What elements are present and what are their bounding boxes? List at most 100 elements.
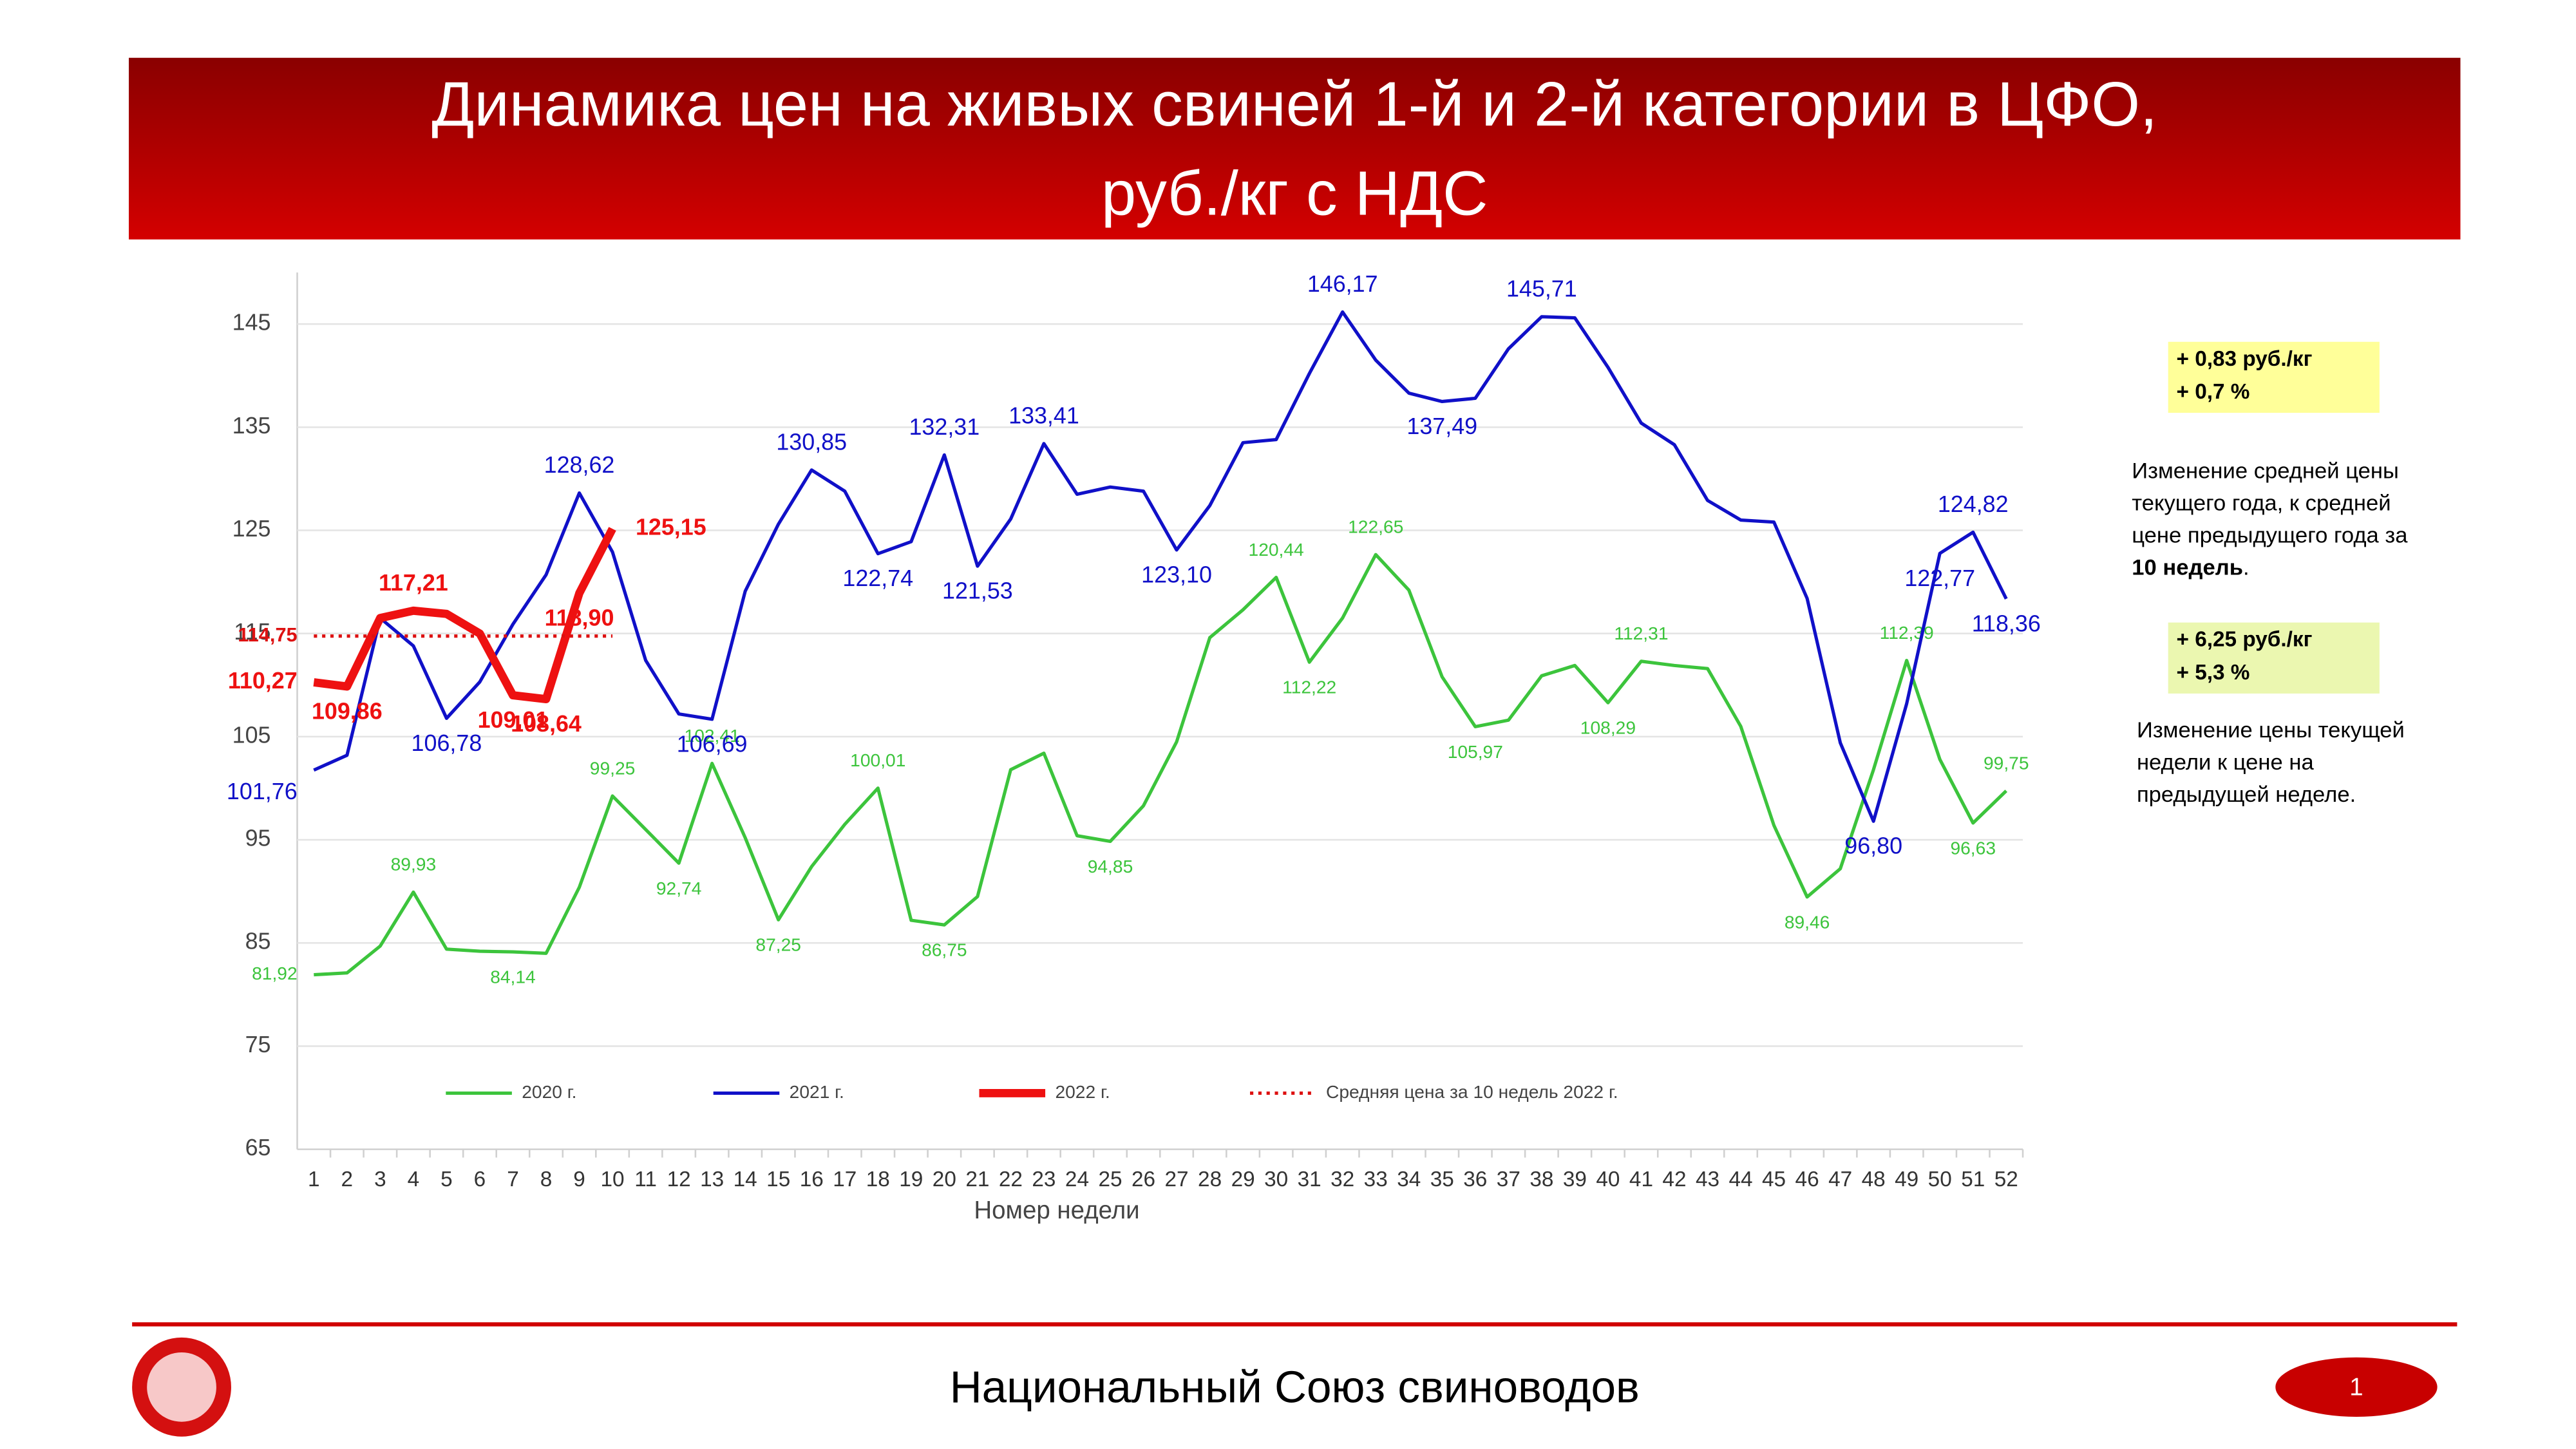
x-tick-label: 4 <box>408 1168 420 1191</box>
x-tick-label: 42 <box>1662 1168 1686 1191</box>
x-tick-label: 24 <box>1065 1168 1089 1191</box>
annotation-note: текущего года, к средней <box>2132 491 2391 515</box>
x-tick-label: 43 <box>1696 1168 1719 1191</box>
x-tick-label: 17 <box>833 1168 857 1191</box>
annotation-note: недели к цене на <box>2137 750 2315 775</box>
data-label: 114,75 <box>238 623 297 646</box>
data-label: 101,76 <box>227 779 298 804</box>
x-tick-label: 50 <box>1928 1168 1952 1191</box>
x-tick-label: 10 <box>601 1168 625 1191</box>
data-label: 87,25 <box>755 934 801 955</box>
data-label: 132,31 <box>909 414 980 440</box>
annotation-value: + 5,3 % <box>2176 661 2249 685</box>
x-tick-label: 27 <box>1165 1168 1189 1191</box>
annotation-note: предыдущей неделе. <box>2137 782 2356 807</box>
x-tick-label: 40 <box>1596 1168 1620 1191</box>
x-tick-label: 2 <box>341 1168 354 1191</box>
data-label: 92,74 <box>656 878 702 898</box>
y-tick-label: 125 <box>232 516 271 542</box>
annotation-note: 10 недель. <box>2132 555 2249 580</box>
x-tick-label: 32 <box>1331 1168 1354 1191</box>
data-label: 102,41 <box>685 725 740 746</box>
annotation-note-bold: 10 недель <box>2132 555 2243 580</box>
data-label: 128,62 <box>544 452 615 478</box>
header-bar <box>129 57 2461 240</box>
x-tick-label: 15 <box>766 1168 790 1191</box>
x-tick-label: 14 <box>734 1168 757 1191</box>
x-tick-label: 36 <box>1463 1168 1487 1191</box>
annotation-value: + 0,7 % <box>2176 380 2249 404</box>
x-tick-label: 48 <box>1862 1168 1886 1191</box>
x-axis-label: Номер недели <box>974 1197 1139 1224</box>
x-tick-label: 26 <box>1132 1168 1155 1191</box>
data-label: 122,74 <box>842 565 913 591</box>
x-tick-label: 28 <box>1198 1168 1222 1191</box>
x-tick-label: 6 <box>474 1168 486 1191</box>
data-label: 117,21 <box>379 570 448 596</box>
annotation-value: + 0,83 руб./кг <box>2176 347 2312 371</box>
x-tick-label: 25 <box>1098 1168 1122 1191</box>
y-tick-label: 145 <box>232 310 271 336</box>
data-label: 112,31 <box>1614 623 1668 643</box>
x-tick-label: 1 <box>308 1168 320 1191</box>
data-label: 99,75 <box>1984 752 2029 773</box>
data-label: 89,46 <box>1785 911 1830 932</box>
x-tick-label: 29 <box>1231 1168 1255 1191</box>
x-tick-label: 39 <box>1563 1168 1587 1191</box>
y-tick-label: 135 <box>232 413 271 439</box>
x-tick-label: 47 <box>1828 1168 1852 1191</box>
x-tick-label: 44 <box>1728 1168 1752 1191</box>
x-tick-label: 13 <box>700 1168 724 1191</box>
y-tick-label: 115 <box>234 619 270 645</box>
x-tick-label: 18 <box>866 1168 890 1191</box>
data-label: 122,77 <box>1904 565 1975 591</box>
page-badge <box>2275 1357 2438 1417</box>
data-label: 146,17 <box>1307 271 1378 297</box>
x-tick-label: 9 <box>573 1168 585 1191</box>
data-label: 94,85 <box>1088 856 1133 876</box>
series-line <box>313 310 2008 823</box>
y-tick-label: 95 <box>245 826 271 851</box>
data-label: 118,90 <box>545 605 614 631</box>
legend-label: 2021 г. <box>790 1081 844 1102</box>
x-tick-label: 23 <box>1032 1168 1056 1191</box>
data-label: 120,44 <box>1249 539 1304 560</box>
x-tick-label: 11 <box>634 1168 657 1191</box>
x-tick-label: 34 <box>1397 1168 1421 1191</box>
x-tick-label: 12 <box>667 1168 691 1191</box>
annotation-value: + 6,25 руб./кг <box>2176 628 2312 652</box>
x-tick-label: 33 <box>1364 1168 1388 1191</box>
y-tick-label: 85 <box>245 929 271 954</box>
y-tick-label: 75 <box>245 1032 271 1057</box>
x-tick-label: 21 <box>965 1168 989 1191</box>
title-line: руб./кг с НДС <box>1101 158 1488 228</box>
x-tick-label: 38 <box>1530 1168 1553 1191</box>
data-label: 112,22 <box>1282 677 1336 697</box>
x-tick-label: 20 <box>933 1168 956 1191</box>
y-tick-label: 105 <box>232 722 271 748</box>
annotation-note: Изменение средней цены <box>2132 459 2399 483</box>
data-label: 96,80 <box>1844 833 1902 859</box>
data-label: 118,36 <box>1972 611 2041 636</box>
x-tick-label: 5 <box>440 1168 453 1191</box>
x-tick-label: 46 <box>1795 1168 1819 1191</box>
x-tick-label: 41 <box>1629 1168 1653 1191</box>
data-label: 110,27 <box>228 668 298 694</box>
x-tick-label: 49 <box>1895 1168 1918 1191</box>
data-label: 130,85 <box>776 429 847 455</box>
x-tick-label: 30 <box>1264 1168 1288 1191</box>
data-label: 99,25 <box>590 757 636 778</box>
x-tick-label: 45 <box>1762 1168 1786 1191</box>
data-label: 137,49 <box>1406 413 1477 439</box>
x-tick-label: 31 <box>1298 1168 1321 1191</box>
legend-label: 2020 г. <box>522 1081 576 1102</box>
data-label: 89,93 <box>391 854 437 875</box>
annotation-note: Изменение цены текущей <box>2137 718 2405 743</box>
x-tick-label: 52 <box>1994 1168 2018 1191</box>
data-label: 100,01 <box>850 750 905 770</box>
annotation-note: цене предыдущего года за <box>2132 523 2408 547</box>
data-label: 121,53 <box>942 578 1013 604</box>
y-tick-label: 65 <box>245 1135 271 1160</box>
x-tick-label: 16 <box>800 1168 824 1191</box>
